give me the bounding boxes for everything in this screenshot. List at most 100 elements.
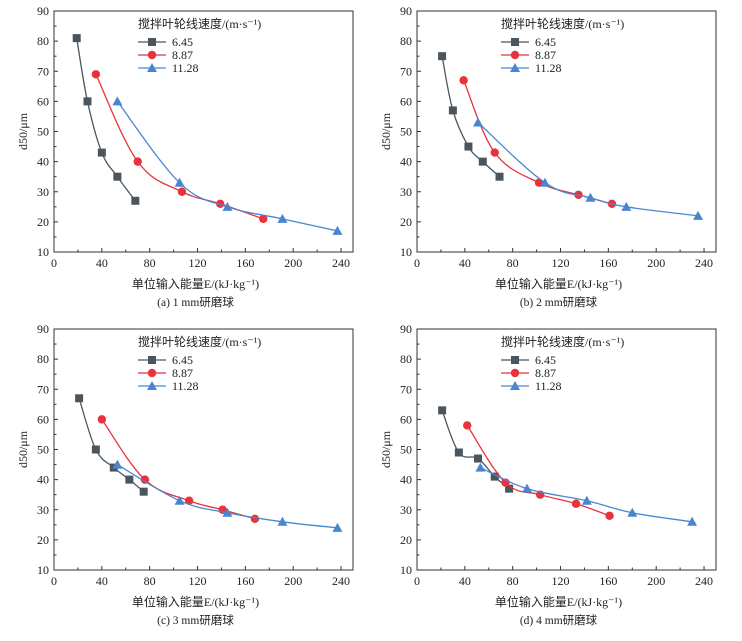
legend-label: 8.87: [535, 366, 556, 380]
x-axis-label: 单位输入能量E/(kJ·kg⁻¹): [495, 594, 622, 609]
y-tick-label: 40: [37, 155, 49, 169]
x-tick-label: 80: [144, 256, 156, 270]
y-tick-label: 20: [37, 215, 49, 229]
series-line: [116, 100, 338, 232]
series-line: [95, 73, 264, 220]
series-line: [78, 398, 145, 493]
y-tick-label: 70: [37, 382, 49, 396]
chart-panel-d: 10 20 30 40 50 60 70 80 90 0 40 80 120 160 200 240 d50/μ…: [379, 322, 717, 627]
legend-marker: [510, 368, 520, 378]
x-tick-label: 0: [414, 574, 420, 588]
data-point: [174, 177, 185, 187]
y-tick-label: 30: [37, 185, 49, 199]
data-point: [72, 34, 81, 43]
panel-caption: (a) 1 mm研磨球: [157, 295, 234, 309]
y-tick-label: 10: [37, 563, 49, 577]
y-tick-label: 40: [37, 473, 49, 487]
data-point: [75, 394, 84, 403]
series-11-28: [112, 459, 343, 532]
x-tick-label: 120: [552, 574, 570, 588]
data-point: [505, 484, 514, 493]
y-tick-label: 30: [400, 503, 412, 517]
y-tick-label: 10: [400, 563, 412, 577]
x-axis-label: 单位输入能量E/(kJ·kg⁻¹): [495, 276, 622, 291]
data-point: [448, 106, 457, 115]
data-point: [259, 214, 268, 224]
x-axis-label: 单位输入能量E/(kJ·kg⁻¹): [132, 594, 259, 609]
series-6-45: [72, 34, 140, 205]
data-point: [174, 495, 185, 505]
y-tick-label: 70: [400, 64, 412, 78]
y-axis-label: d50/μm: [379, 112, 393, 150]
series-11-28: [112, 96, 343, 235]
legend-marker: [510, 50, 520, 60]
y-tick-label: 70: [37, 64, 49, 78]
series-6-45: [75, 394, 148, 496]
chart-panel-a: 10 20 30 40 50 60 70 80 90 0 40 80 120 160 200 240 d50/μ…: [16, 4, 354, 309]
legend-marker: [148, 356, 156, 364]
x-tick-label: 120: [552, 256, 570, 270]
data-point: [473, 454, 482, 463]
legend-title: 搅拌叶轮线速度/(m·s⁻¹): [501, 16, 624, 31]
y-tick-label: 90: [37, 322, 49, 336]
y-axis-label: d50/μm: [16, 430, 30, 468]
panel-caption: (c) 3 mm研磨球: [157, 613, 234, 627]
x-axis-label: 单位输入能量E/(kJ·kg⁻¹): [132, 276, 259, 291]
data-point: [277, 516, 288, 526]
data-point: [522, 483, 533, 493]
data-point: [571, 499, 581, 508]
y-tick-label: 20: [37, 533, 49, 547]
data-point: [464, 142, 473, 151]
y-tick-label: 80: [400, 352, 412, 366]
data-point: [222, 507, 233, 517]
y-tick-label: 40: [400, 473, 412, 487]
data-point: [463, 421, 472, 430]
legend-title: 搅拌叶轮线速度/(m·s⁻¹): [138, 16, 261, 31]
data-point: [438, 52, 447, 61]
legend-marker: [511, 356, 519, 364]
series-line: [76, 38, 136, 202]
y-tick-label: 60: [37, 94, 49, 108]
data-point: [438, 406, 447, 415]
data-point: [91, 70, 101, 79]
series-line: [117, 464, 338, 529]
x-tick-label: 120: [189, 574, 207, 588]
data-point: [112, 459, 123, 469]
x-tick-label: 200: [284, 574, 302, 588]
y-tick-label: 50: [400, 125, 412, 139]
legend-marker: [147, 50, 157, 60]
panel-caption: (d) 4 mm研磨球: [520, 613, 598, 627]
data-point: [627, 507, 638, 517]
data-point: [139, 487, 148, 496]
data-point: [83, 97, 92, 106]
legend-label: 6.45: [535, 353, 556, 367]
data-point: [277, 213, 288, 223]
legend-label: 11.28: [535, 379, 562, 393]
x-tick-label: 80: [144, 574, 156, 588]
x-tick-label: 40: [459, 256, 471, 270]
legend-marker: [510, 381, 520, 390]
legend-label: 11.28: [172, 379, 199, 393]
legend-marker: [147, 368, 157, 378]
series-6-45: [438, 406, 514, 493]
x-tick-label: 40: [96, 256, 108, 270]
legend-marker: [148, 38, 156, 46]
legend-label: 6.45: [172, 35, 193, 49]
x-tick-label: 200: [284, 256, 302, 270]
data-point: [133, 157, 142, 166]
x-tick-label: 240: [332, 256, 350, 270]
data-point: [454, 448, 463, 457]
legend-label: 6.45: [535, 35, 556, 49]
y-tick-label: 50: [400, 443, 412, 457]
data-point: [478, 157, 487, 166]
data-point: [332, 225, 343, 235]
chart-panel-c: 10 20 30 40 50 60 70 80 90 0 40 80 120 160 200 240 d50/μ…: [16, 322, 354, 627]
data-point: [490, 472, 499, 481]
y-tick-label: 50: [37, 125, 49, 139]
series-line: [441, 56, 500, 178]
x-tick-label: 0: [51, 256, 57, 270]
y-tick-label: 30: [37, 503, 49, 517]
